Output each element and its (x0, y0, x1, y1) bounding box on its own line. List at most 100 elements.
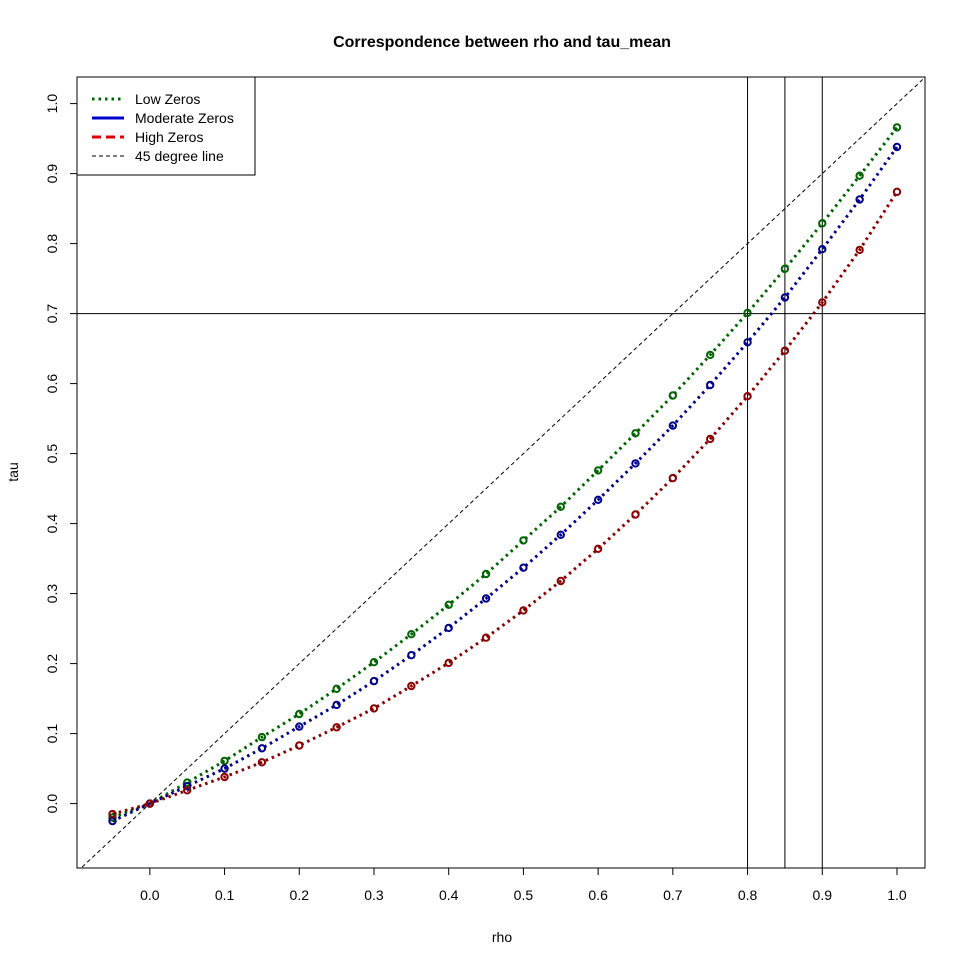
y-tick-label: 0.6 (44, 374, 60, 394)
chart-title: Correspondence between rho and tau_mean (333, 34, 671, 51)
data-point-low-zeros (593, 466, 603, 475)
data-point-high-zeros (668, 473, 678, 483)
data-point-moderate-zeros (295, 722, 304, 731)
y-tick-label: 0.7 (44, 304, 60, 324)
data-point-high-zeros (481, 633, 491, 642)
data-point-moderate-zeros (706, 380, 715, 390)
data-point-low-zeros (892, 123, 902, 132)
data-point-moderate-zeros (369, 676, 379, 686)
y-tick-label: 1.0 (44, 94, 60, 114)
plot-frame (76, 76, 926, 869)
data-point-moderate-zeros (780, 293, 790, 302)
y-tick-label: 0.8 (44, 234, 60, 254)
data-point-moderate-zeros (743, 338, 752, 347)
series-line-high-zeros (112, 190, 899, 816)
y-axis: 0.0 0.1 0.2 0.3 0.4 0.5 0.6 0.7 0.8 0.9 1.0 (44, 94, 77, 814)
legend-label-low-zeros: Low Zeros (135, 91, 200, 107)
data-point-high-zeros (892, 187, 902, 197)
legend-box (76, 76, 256, 176)
data-point-high-zeros (257, 758, 267, 767)
data-point-moderate-zeros (444, 623, 453, 633)
x-tick-label: 1.0 (887, 887, 907, 903)
data-point-moderate-zeros (481, 594, 491, 603)
legend-label-moderate-zeros: Moderate Zeros (135, 110, 234, 126)
reference-lines (77, 77, 925, 868)
data-point-high-zeros (183, 786, 192, 795)
data-point-moderate-zeros (519, 563, 528, 572)
data-point-high-zeros (444, 658, 453, 668)
data-point-high-zeros (818, 298, 827, 307)
series-lines (111, 126, 899, 823)
data-point-high-zeros (369, 704, 379, 713)
y-tick-label: 0.3 (44, 584, 60, 604)
data-point-high-zeros (407, 681, 416, 691)
data-point-low-zeros (631, 429, 640, 438)
data-point-low-zeros (519, 536, 528, 545)
series-line-low-zeros (111, 126, 899, 820)
data-point-low-zeros (481, 569, 491, 579)
data-point-moderate-zeros (892, 142, 902, 152)
data-point-high-zeros (295, 741, 304, 750)
x-tick-label: 0.1 (215, 887, 235, 903)
x-tick-label: 0.0 (140, 887, 160, 903)
data-point-high-zeros (220, 772, 229, 782)
data-point-high-zeros (332, 723, 341, 732)
data-point-moderate-zeros (668, 421, 678, 430)
series-points (108, 123, 902, 826)
data-point-moderate-zeros (631, 459, 640, 468)
data-point-low-zeros (183, 778, 192, 787)
data-point-low-zeros (257, 732, 267, 742)
data-point-low-zeros (556, 502, 565, 511)
x-tick-label: 0.2 (290, 887, 310, 903)
x-tick-label: 0.5 (514, 887, 534, 903)
legend-label-45-degree-line: 45 degree line (135, 148, 224, 164)
x-axis-label: rho (492, 929, 512, 945)
data-point-high-zeros (631, 510, 640, 519)
data-point-low-zeros (220, 756, 229, 766)
data-point-moderate-zeros (818, 245, 827, 254)
legend-label-high-zeros: High Zeros (135, 129, 203, 145)
data-point-moderate-zeros (593, 495, 603, 504)
data-point-high-zeros (855, 245, 864, 255)
data-point-high-zeros (556, 576, 565, 586)
y-tick-label: 0.9 (44, 164, 60, 184)
x-axis: 0.0 0.1 0.2 0.3 0.4 0.5 0.6 0.7 0.8 0.9 1.0 (140, 868, 907, 903)
data-point-moderate-zeros (332, 700, 341, 710)
y-tick-label: 0.0 (44, 794, 60, 814)
x-tick-label: 0.6 (588, 887, 608, 903)
plot-area (77, 77, 925, 868)
data-point-low-zeros (706, 350, 715, 360)
data-point-high-zeros (706, 434, 715, 444)
x-tick-label: 0.3 (364, 887, 384, 903)
series-line-moderate-zeros (111, 146, 899, 823)
x-tick-label: 0.7 (663, 887, 683, 903)
y-tick-label: 0.5 (44, 444, 60, 464)
data-point-moderate-zeros (556, 530, 565, 539)
y-axis-label: tau (5, 462, 21, 481)
data-point-high-zeros (519, 606, 528, 615)
y-tick-label: 0.2 (44, 654, 60, 674)
data-point-low-zeros (855, 171, 864, 180)
data-point-low-zeros (369, 658, 379, 667)
data-point-low-zeros (444, 600, 453, 609)
legend: Low Zeros Moderate Zeros High Zeros 45 degr… (76, 76, 256, 176)
x-tick-label: 0.9 (813, 887, 833, 903)
data-point-low-zeros (743, 308, 752, 318)
y-tick-label: 0.4 (44, 514, 60, 534)
data-point-moderate-zeros (257, 744, 267, 753)
data-point-low-zeros (668, 391, 678, 400)
data-point-moderate-zeros (407, 651, 416, 660)
diagonal-reference-line (80, 77, 925, 868)
data-point-low-zeros (780, 264, 790, 273)
data-point-moderate-zeros (855, 195, 864, 204)
data-point-high-zeros (593, 544, 603, 553)
data-point-low-zeros (295, 709, 304, 719)
data-point-low-zeros (332, 684, 341, 693)
data-point-low-zeros (818, 219, 827, 228)
x-tick-label: 0.8 (738, 887, 758, 903)
data-point-low-zeros (407, 630, 416, 639)
data-point-high-zeros (145, 799, 155, 808)
data-point-moderate-zeros (183, 781, 192, 791)
data-point-moderate-zeros (220, 764, 229, 773)
